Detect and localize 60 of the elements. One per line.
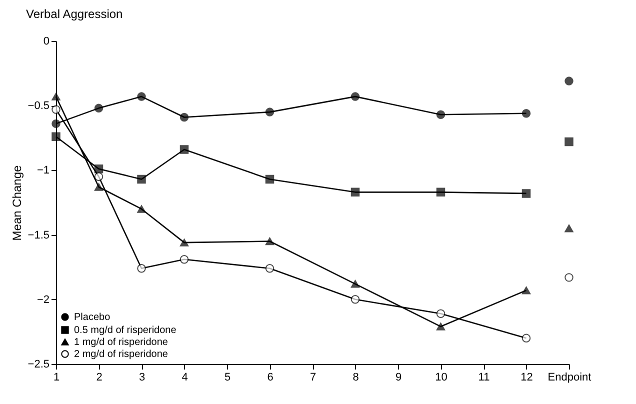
point: [436, 188, 446, 197]
point: [265, 264, 274, 273]
point: [52, 119, 60, 128]
point: [350, 295, 360, 304]
point: [350, 188, 360, 197]
y-axis-title: Mean Change: [10, 164, 24, 241]
point: [52, 92, 60, 100]
legend-label: 0.5 mg/d of risperidone: [74, 325, 177, 336]
point: [350, 280, 360, 288]
x-tick-label: 7: [310, 372, 316, 384]
point: [94, 183, 104, 191]
point: [564, 273, 574, 282]
y-tick-label: −1: [36, 164, 50, 177]
point: [180, 112, 189, 122]
point: [564, 224, 574, 232]
legend-label: 2 mg/d of risperidone: [74, 349, 168, 360]
point: [564, 137, 574, 146]
legend-label: 1 mg/d of risperidone: [74, 337, 168, 348]
point: [522, 286, 531, 294]
point: [137, 264, 146, 273]
legend-label: Placebo: [74, 312, 111, 323]
point: [522, 334, 531, 343]
x-tick-label: 3: [138, 372, 146, 384]
y-tick-label: −2: [36, 294, 50, 306]
point: [350, 92, 360, 101]
point: [436, 110, 446, 120]
point: [52, 132, 60, 141]
point: [265, 174, 274, 184]
point: [52, 105, 60, 114]
point: [94, 172, 104, 182]
chart-title: Verbal Aggression: [26, 7, 123, 21]
y-tick-label: 0: [43, 36, 50, 48]
point: [265, 237, 274, 246]
point: [137, 174, 146, 184]
x-tick-label: 5: [224, 372, 231, 384]
point: [265, 108, 274, 116]
point: [137, 92, 146, 101]
point: [522, 189, 531, 198]
point: [180, 238, 189, 246]
x-tick-label: 6: [267, 372, 274, 384]
x-tick-label: 4: [182, 372, 188, 384]
point: [180, 254, 189, 264]
y-tick-label: −1.5: [28, 229, 50, 242]
point: [564, 76, 574, 86]
point: [94, 104, 104, 113]
point: [137, 205, 146, 213]
point: [522, 108, 531, 118]
x-tick-label: 1: [53, 372, 60, 384]
y-tick-label: −0.5: [28, 100, 50, 112]
x-tick-label: 2: [96, 372, 102, 384]
point: [436, 309, 446, 318]
x-tick-label: 11: [478, 372, 490, 384]
x-tick-label: 8: [352, 372, 359, 384]
x-tick-label: 10: [435, 372, 448, 384]
point: [436, 322, 446, 330]
x-tick-label: 12: [520, 372, 533, 384]
x-tick-label: Endpoint: [548, 372, 592, 384]
x-tick-label: 9: [395, 372, 402, 384]
point: [180, 145, 189, 154]
y-tick-label: −2.5: [28, 358, 50, 370]
